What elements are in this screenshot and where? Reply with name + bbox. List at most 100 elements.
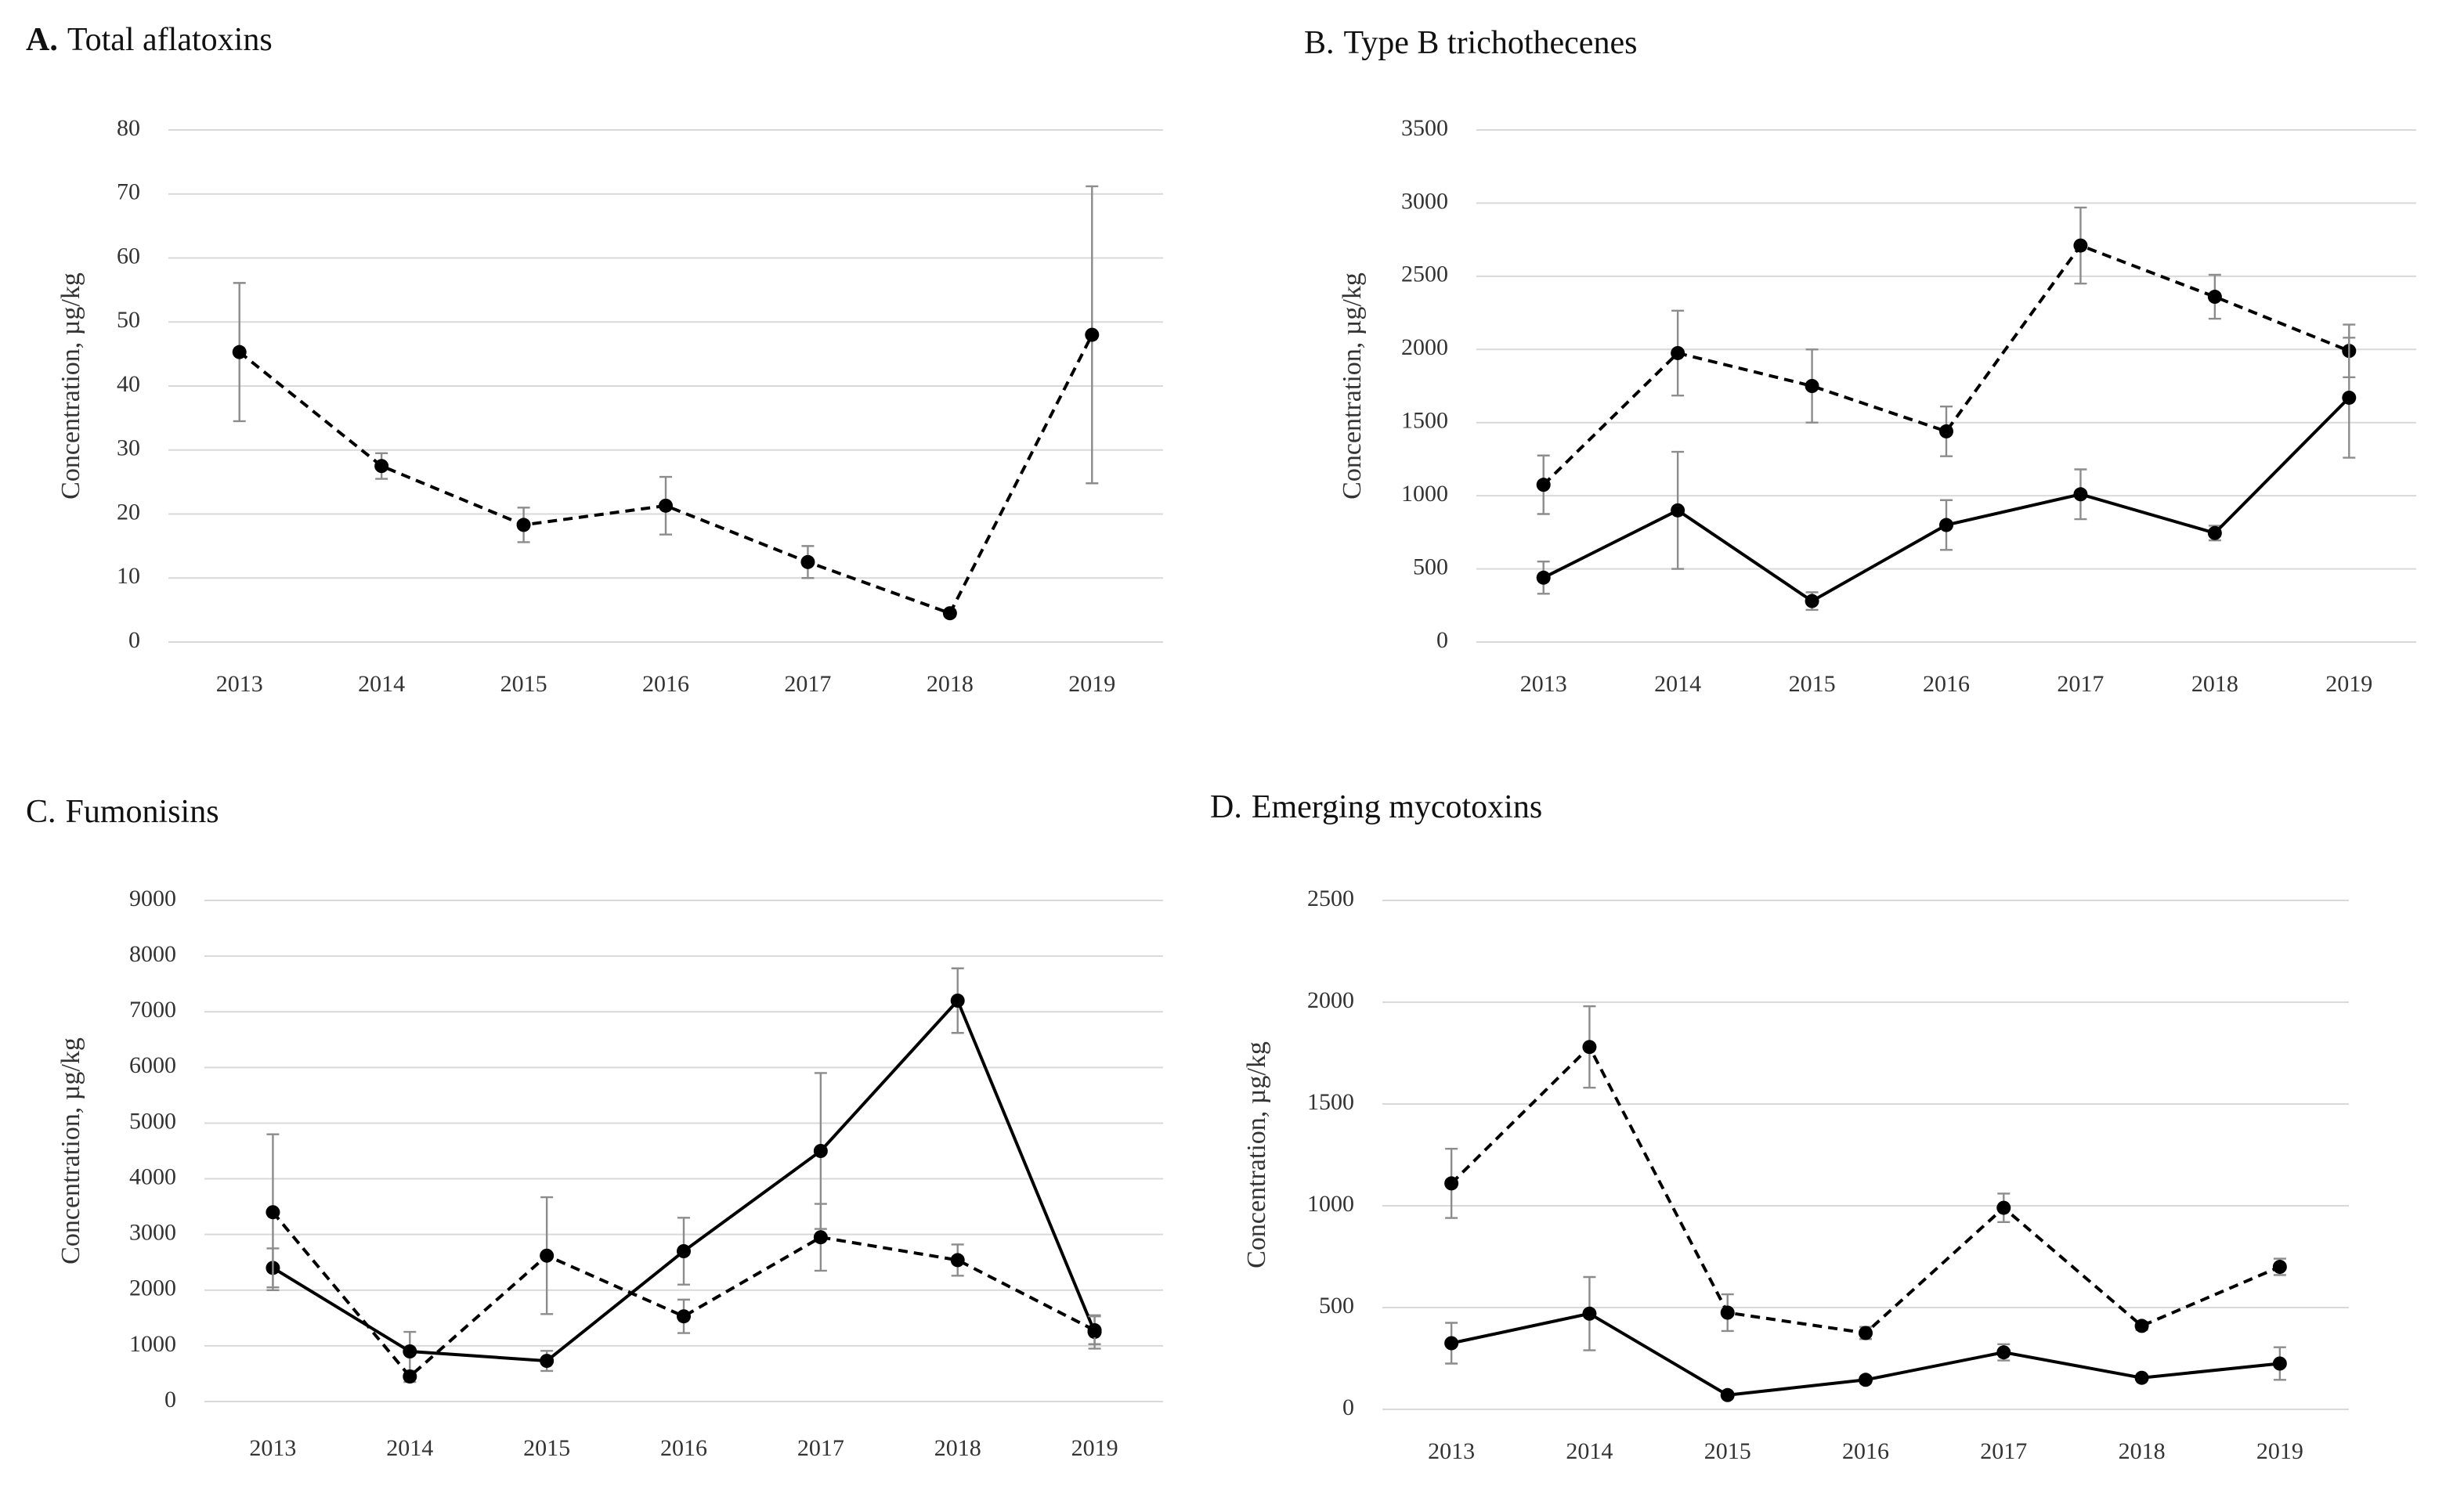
- y-tick-label: 3000: [1401, 188, 1448, 214]
- x-tick-label: 2017: [1980, 1438, 2027, 1464]
- y-tick-label: 2000: [129, 1275, 176, 1301]
- chart-panel: B. Type B trichothecenes Concentration, µg…: [1304, 25, 2416, 697]
- x-tick-label: 2014: [1654, 671, 1701, 697]
- x-tick-label: 2019: [2256, 1438, 2303, 1464]
- panel-label: B.: [1304, 25, 1335, 61]
- marker: [813, 1144, 828, 1158]
- marker: [2134, 1319, 2149, 1333]
- marker: [1671, 503, 1685, 518]
- marker: [2073, 238, 2088, 253]
- title-text: Total aflatoxins: [67, 22, 273, 58]
- x-tick-label: 2014: [386, 1435, 433, 1461]
- x-tick-label: 2018: [2119, 1438, 2166, 1464]
- y-tick-label: 1000: [1401, 481, 1448, 507]
- y-tick-label: 1000: [1307, 1191, 1354, 1217]
- y-tick-label: 1500: [1401, 408, 1448, 434]
- marker: [1536, 478, 1551, 492]
- x-tick-label: 2016: [660, 1435, 707, 1461]
- series-line: [238, 334, 1094, 615]
- y-axis-label: Concentration, µg/kg: [1242, 1041, 1271, 1268]
- marker: [2073, 487, 2088, 502]
- marker: [1087, 1322, 1102, 1337]
- y-tick-label: 0: [164, 1387, 176, 1412]
- marker: [1939, 518, 1953, 532]
- marker: [1805, 593, 1819, 608]
- chart-panel: A. Total aflatoxins Concentration, µg/kg 0 1…: [26, 22, 1163, 697]
- marker: [1720, 1387, 1735, 1402]
- marker: [1996, 1200, 2011, 1215]
- x-tick-label: 2019: [2325, 671, 2372, 697]
- marker: [1671, 345, 1685, 360]
- x-tick-label: 2019: [1068, 671, 1115, 697]
- x-tick-label: 2015: [523, 1435, 570, 1461]
- chart-title: D. Emerging mycotoxins: [1210, 789, 1542, 825]
- marker: [659, 498, 673, 513]
- panel-label: D.: [1210, 789, 1242, 825]
- marker: [2134, 1370, 2149, 1385]
- y-tick-label: 1500: [1307, 1089, 1354, 1115]
- x-tick-label: 2013: [249, 1435, 296, 1461]
- marker: [1582, 1040, 1597, 1055]
- marker: [2207, 290, 2222, 305]
- x-tick-label: 2018: [2191, 671, 2238, 697]
- x-tick-label: 2014: [358, 671, 405, 697]
- title-text: Fumonisins: [66, 794, 219, 830]
- title-text: Emerging mycotoxins: [1252, 789, 1542, 825]
- y-tick-label: 50: [117, 307, 140, 333]
- y-tick-label: 30: [117, 435, 140, 461]
- marker: [2272, 1260, 2287, 1274]
- marker: [1444, 1336, 1459, 1351]
- marker: [1939, 424, 1953, 438]
- y-tick-label: 40: [117, 371, 140, 397]
- y-tick-label: 2500: [1307, 886, 1354, 911]
- marker: [266, 1205, 280, 1220]
- marker: [540, 1354, 555, 1369]
- marker: [232, 345, 247, 359]
- marker: [1582, 1306, 1597, 1321]
- series-line: [1450, 1044, 2281, 1335]
- x-tick-label: 2018: [927, 671, 974, 697]
- y-axis-label: Concentration, µg/kg: [56, 1037, 85, 1264]
- x-tick-label: 2013: [216, 671, 263, 697]
- marker: [677, 1309, 691, 1324]
- y-tick-label: 0: [128, 627, 140, 653]
- y-tick-label: 0: [1436, 627, 1448, 653]
- chart-panel: D. Emerging mycotoxins Concentration, µg/k…: [1210, 789, 2349, 1464]
- x-tick-label: 2018: [934, 1435, 981, 1461]
- y-tick-label: 2000: [1401, 334, 1448, 360]
- marker: [1536, 570, 1551, 585]
- y-tick-label: 20: [117, 499, 140, 525]
- y-tick-label: 5000: [129, 1108, 176, 1134]
- marker: [1085, 327, 1100, 342]
- chart-title: A. Total aflatoxins: [26, 22, 273, 58]
- title-text: Type B trichothecenes: [1344, 25, 1638, 61]
- x-tick-label: 2015: [1704, 1438, 1751, 1464]
- marker: [1444, 1176, 1459, 1191]
- marker: [403, 1369, 417, 1384]
- chart-panel: C. Fumonisins Concentration, µg/kg 0 1000 200…: [26, 794, 1163, 1461]
- y-tick-label: 9000: [129, 886, 176, 911]
- x-tick-label: 2013: [1520, 671, 1567, 697]
- y-tick-label: 4000: [129, 1163, 176, 1189]
- y-tick-label: 3500: [1401, 115, 1448, 141]
- marker: [1720, 1305, 1735, 1320]
- marker: [540, 1248, 555, 1263]
- panel-label: C.: [26, 794, 56, 830]
- chart-title: B. Type B trichothecenes: [1304, 25, 1637, 61]
- y-axis-label: Concentration, µg/kg: [1338, 272, 1367, 500]
- y-tick-label: 1000: [129, 1331, 176, 1357]
- y-tick-label: 10: [117, 563, 140, 589]
- x-tick-label: 2015: [500, 671, 547, 697]
- chart-title: C. Fumonisins: [26, 794, 219, 830]
- panel-label: A.: [26, 22, 58, 58]
- y-tick-label: 500: [1319, 1293, 1354, 1319]
- x-tick-label: 2014: [1566, 1438, 1613, 1464]
- y-tick-label: 6000: [129, 1052, 176, 1078]
- y-tick-label: 80: [117, 115, 140, 141]
- y-tick-label: 3000: [129, 1220, 176, 1246]
- marker: [1859, 1326, 1873, 1340]
- x-tick-label: 2019: [1071, 1435, 1118, 1461]
- marker: [813, 1230, 828, 1245]
